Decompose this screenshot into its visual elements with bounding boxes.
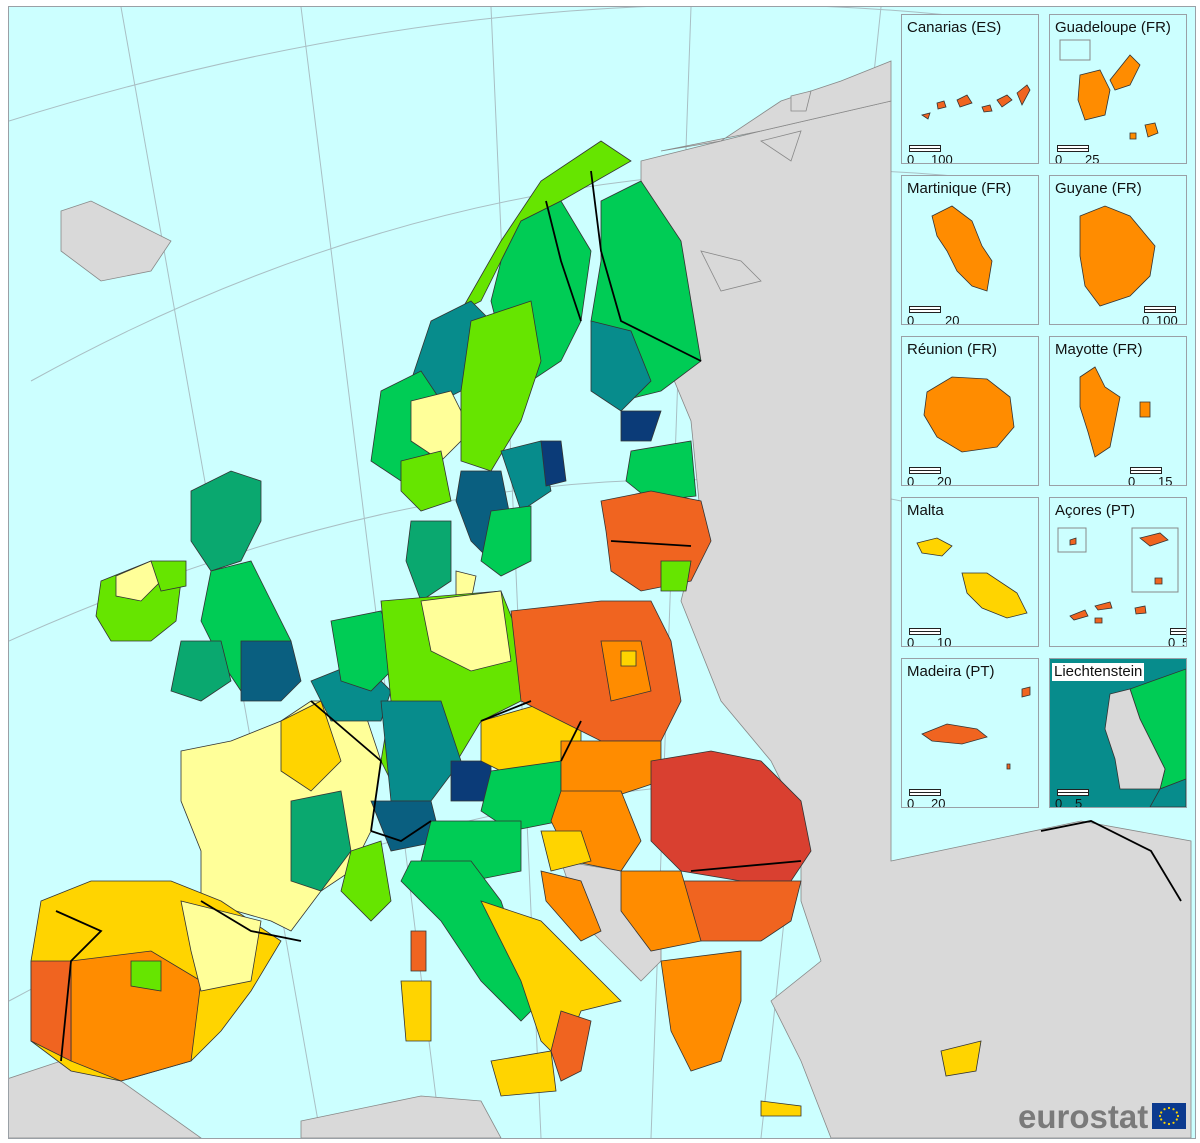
scale-max: 5: [1075, 796, 1083, 808]
acores-shape: [1057, 527, 1179, 624]
scale-zero: 0: [1055, 152, 1063, 164]
map-frame: Canarias (ES) 0 100 Guadeloupe (FR) 0 25: [8, 6, 1196, 1139]
inset-title: Guyane (FR): [1055, 180, 1142, 197]
scale-zero: 0: [907, 635, 915, 647]
scale-max: 50: [1182, 636, 1186, 647]
inset-title: Liechtenstein: [1052, 663, 1145, 681]
inset-canarias: Canarias (ES) 0 100: [901, 14, 1039, 164]
martinique-shape: [931, 205, 993, 292]
scale-zero: 0: [907, 796, 915, 808]
inset-title: Madeira (PT): [907, 663, 995, 680]
inset-madeira: Madeira (PT) 0 20: [901, 658, 1039, 808]
scale-zero: 0: [907, 313, 915, 325]
malta-shape: [916, 537, 1028, 619]
scale-max: 100: [931, 152, 953, 164]
scale-zero: 0: [907, 474, 915, 486]
canarias-shape: [921, 84, 1031, 120]
scale-max: 25: [1085, 152, 1100, 164]
inset-liechtenstein: Liechtenstein 0 5: [1049, 658, 1187, 808]
scale-max: 20: [931, 796, 946, 808]
scale-zero: 0: [1128, 474, 1136, 486]
scale-zero: 0: [907, 152, 915, 164]
madeira-shape: [921, 686, 1031, 770]
scale-max: 15: [1158, 474, 1173, 486]
liechtenstein-shape: [1104, 668, 1186, 807]
national-borders: [55, 170, 1182, 1062]
main-map: [9, 7, 1192, 1138]
central-europe-regions: [180, 590, 622, 1097]
inset-guadeloupe: Guadeloupe (FR) 0 25: [1049, 14, 1187, 164]
inset-reunion: Réunion (FR) 0 20: [901, 336, 1039, 486]
british-isles-regions: [95, 470, 302, 702]
inset-title: Guadeloupe (FR): [1055, 19, 1171, 36]
reunion-shape: [923, 376, 1015, 453]
scale-zero: 0: [1055, 796, 1063, 808]
scale-max: 100: [1156, 313, 1178, 325]
scale-max: 20: [937, 474, 952, 486]
eastern-europe-regions: [510, 490, 982, 1117]
inset-title: Mayotte (FR): [1055, 341, 1143, 358]
inset-title: Martinique (FR): [907, 180, 1012, 197]
inset-guyane: Guyane (FR) 0 100: [1049, 175, 1187, 325]
inset-mayotte: Mayotte (FR) 0 15: [1049, 336, 1187, 486]
scale-zero: 0: [1168, 635, 1176, 647]
inset-title: Malta: [907, 502, 944, 519]
eu-flag-icon: [1152, 1103, 1186, 1129]
scale-max: 20: [945, 313, 960, 325]
inset-martinique: Martinique (FR) 0 20: [901, 175, 1039, 325]
guadeloupe-shape: [1059, 39, 1159, 140]
inset-title: Açores (PT): [1055, 502, 1136, 519]
inset-title: Réunion (FR): [907, 341, 998, 358]
iberia-regions: [30, 880, 282, 1082]
guyane-shape: [1079, 205, 1156, 307]
non-eu-land: [9, 60, 1192, 1138]
inset-acores: Açores (PT) 0 50: [1049, 497, 1187, 647]
inset-title: Canarias (ES): [907, 19, 1002, 36]
scandinavia-regions: [370, 140, 702, 602]
scale-max: 10: [937, 635, 952, 647]
eurostat-logo: eurostat: [1018, 1098, 1149, 1135]
scale-zero: 0: [1142, 313, 1150, 325]
mayotte-shape: [1079, 366, 1151, 458]
inset-malta: Malta 0 10: [901, 497, 1039, 647]
